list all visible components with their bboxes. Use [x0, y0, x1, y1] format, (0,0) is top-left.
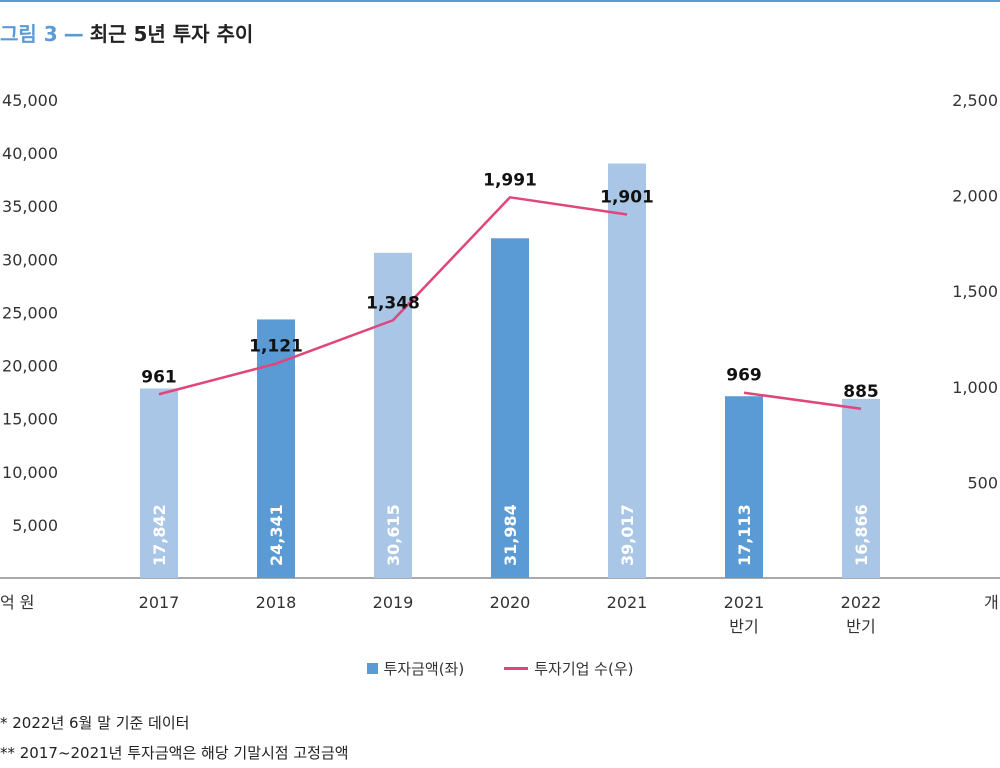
line-value-label: 1,991 — [483, 170, 537, 190]
line-value-label: 1,901 — [600, 188, 654, 208]
bar-value-label: 39,017 — [618, 504, 637, 566]
right-axis-unit-label: 개 — [984, 593, 999, 612]
left-axis-tick-label: 35,000 — [2, 197, 58, 216]
line-value-label: 969 — [726, 366, 762, 386]
left-axis-tick-label: 10,000 — [2, 463, 58, 482]
bar-value-label: 24,341 — [267, 504, 286, 566]
footnote-2: ** 2017~2021년 투자금액은 해당 기말시점 고정금액 — [0, 738, 349, 768]
x-axis-tick-label: 2020 — [490, 593, 531, 612]
footnotes: * 2022년 6월 말 기준 데이터 ** 2017~2021년 투자금액은 … — [0, 708, 349, 768]
left-axis-tick-label: 25,000 — [2, 303, 58, 322]
bar-value-label: 16,866 — [852, 504, 871, 566]
legend-item-line: 투자기업 수(우) — [504, 658, 633, 679]
bar-value-label: 17,842 — [150, 504, 169, 566]
left-axis-tick-label: 15,000 — [2, 410, 58, 429]
right-axis-tick-label: 2,500 — [952, 91, 998, 110]
legend-line-swatch — [504, 667, 528, 670]
legend-bar-label: 투자금액(좌) — [384, 658, 465, 679]
right-axis-tick-label: 2,000 — [952, 187, 998, 206]
legend-item-bar: 투자금액(좌) — [367, 658, 465, 679]
x-axis-tick-label: 2017 — [139, 593, 180, 612]
left-axis-tick-label: 20,000 — [2, 357, 58, 376]
right-axis-tick-label: 1,500 — [952, 282, 998, 301]
chart: 5,000 10,000 15,000 20,000 25,000 30,000 35,00… — [0, 0, 1000, 650]
legend-line-label: 투자기업 수(우) — [534, 658, 633, 679]
x-axis-tick-label: 2019 — [373, 593, 414, 612]
bar-value-label: 17,113 — [735, 504, 754, 566]
legend-bar-swatch — [367, 663, 378, 674]
line-value-label: 1,348 — [366, 293, 420, 313]
x-axis-tick-label: 2021 — [607, 593, 648, 612]
left-axis-tick-label: 45,000 — [2, 91, 58, 110]
line-value-label: 885 — [843, 382, 879, 402]
line-value-label: 961 — [141, 367, 177, 387]
footnote-1: * 2022년 6월 말 기준 데이터 — [0, 708, 349, 738]
left-axis-tick-label: 30,000 — [2, 250, 58, 269]
line-value-label: 1,121 — [249, 337, 303, 357]
left-axis-tick-label: 40,000 — [2, 144, 58, 163]
bar-value-label: 30,615 — [384, 504, 403, 566]
left-axis-tick-label: 5,000 — [12, 516, 58, 535]
left-axis-unit-label: 억 원 — [0, 593, 35, 612]
bar-value-label: 31,984 — [501, 504, 520, 566]
x-axis-tick-label: 2018 — [256, 593, 297, 612]
right-axis-tick-label: 1,000 — [952, 378, 998, 397]
legend: 투자금액(좌) 투자기업 수(우) — [0, 658, 1000, 679]
right-axis-tick-label: 500 — [967, 473, 998, 492]
